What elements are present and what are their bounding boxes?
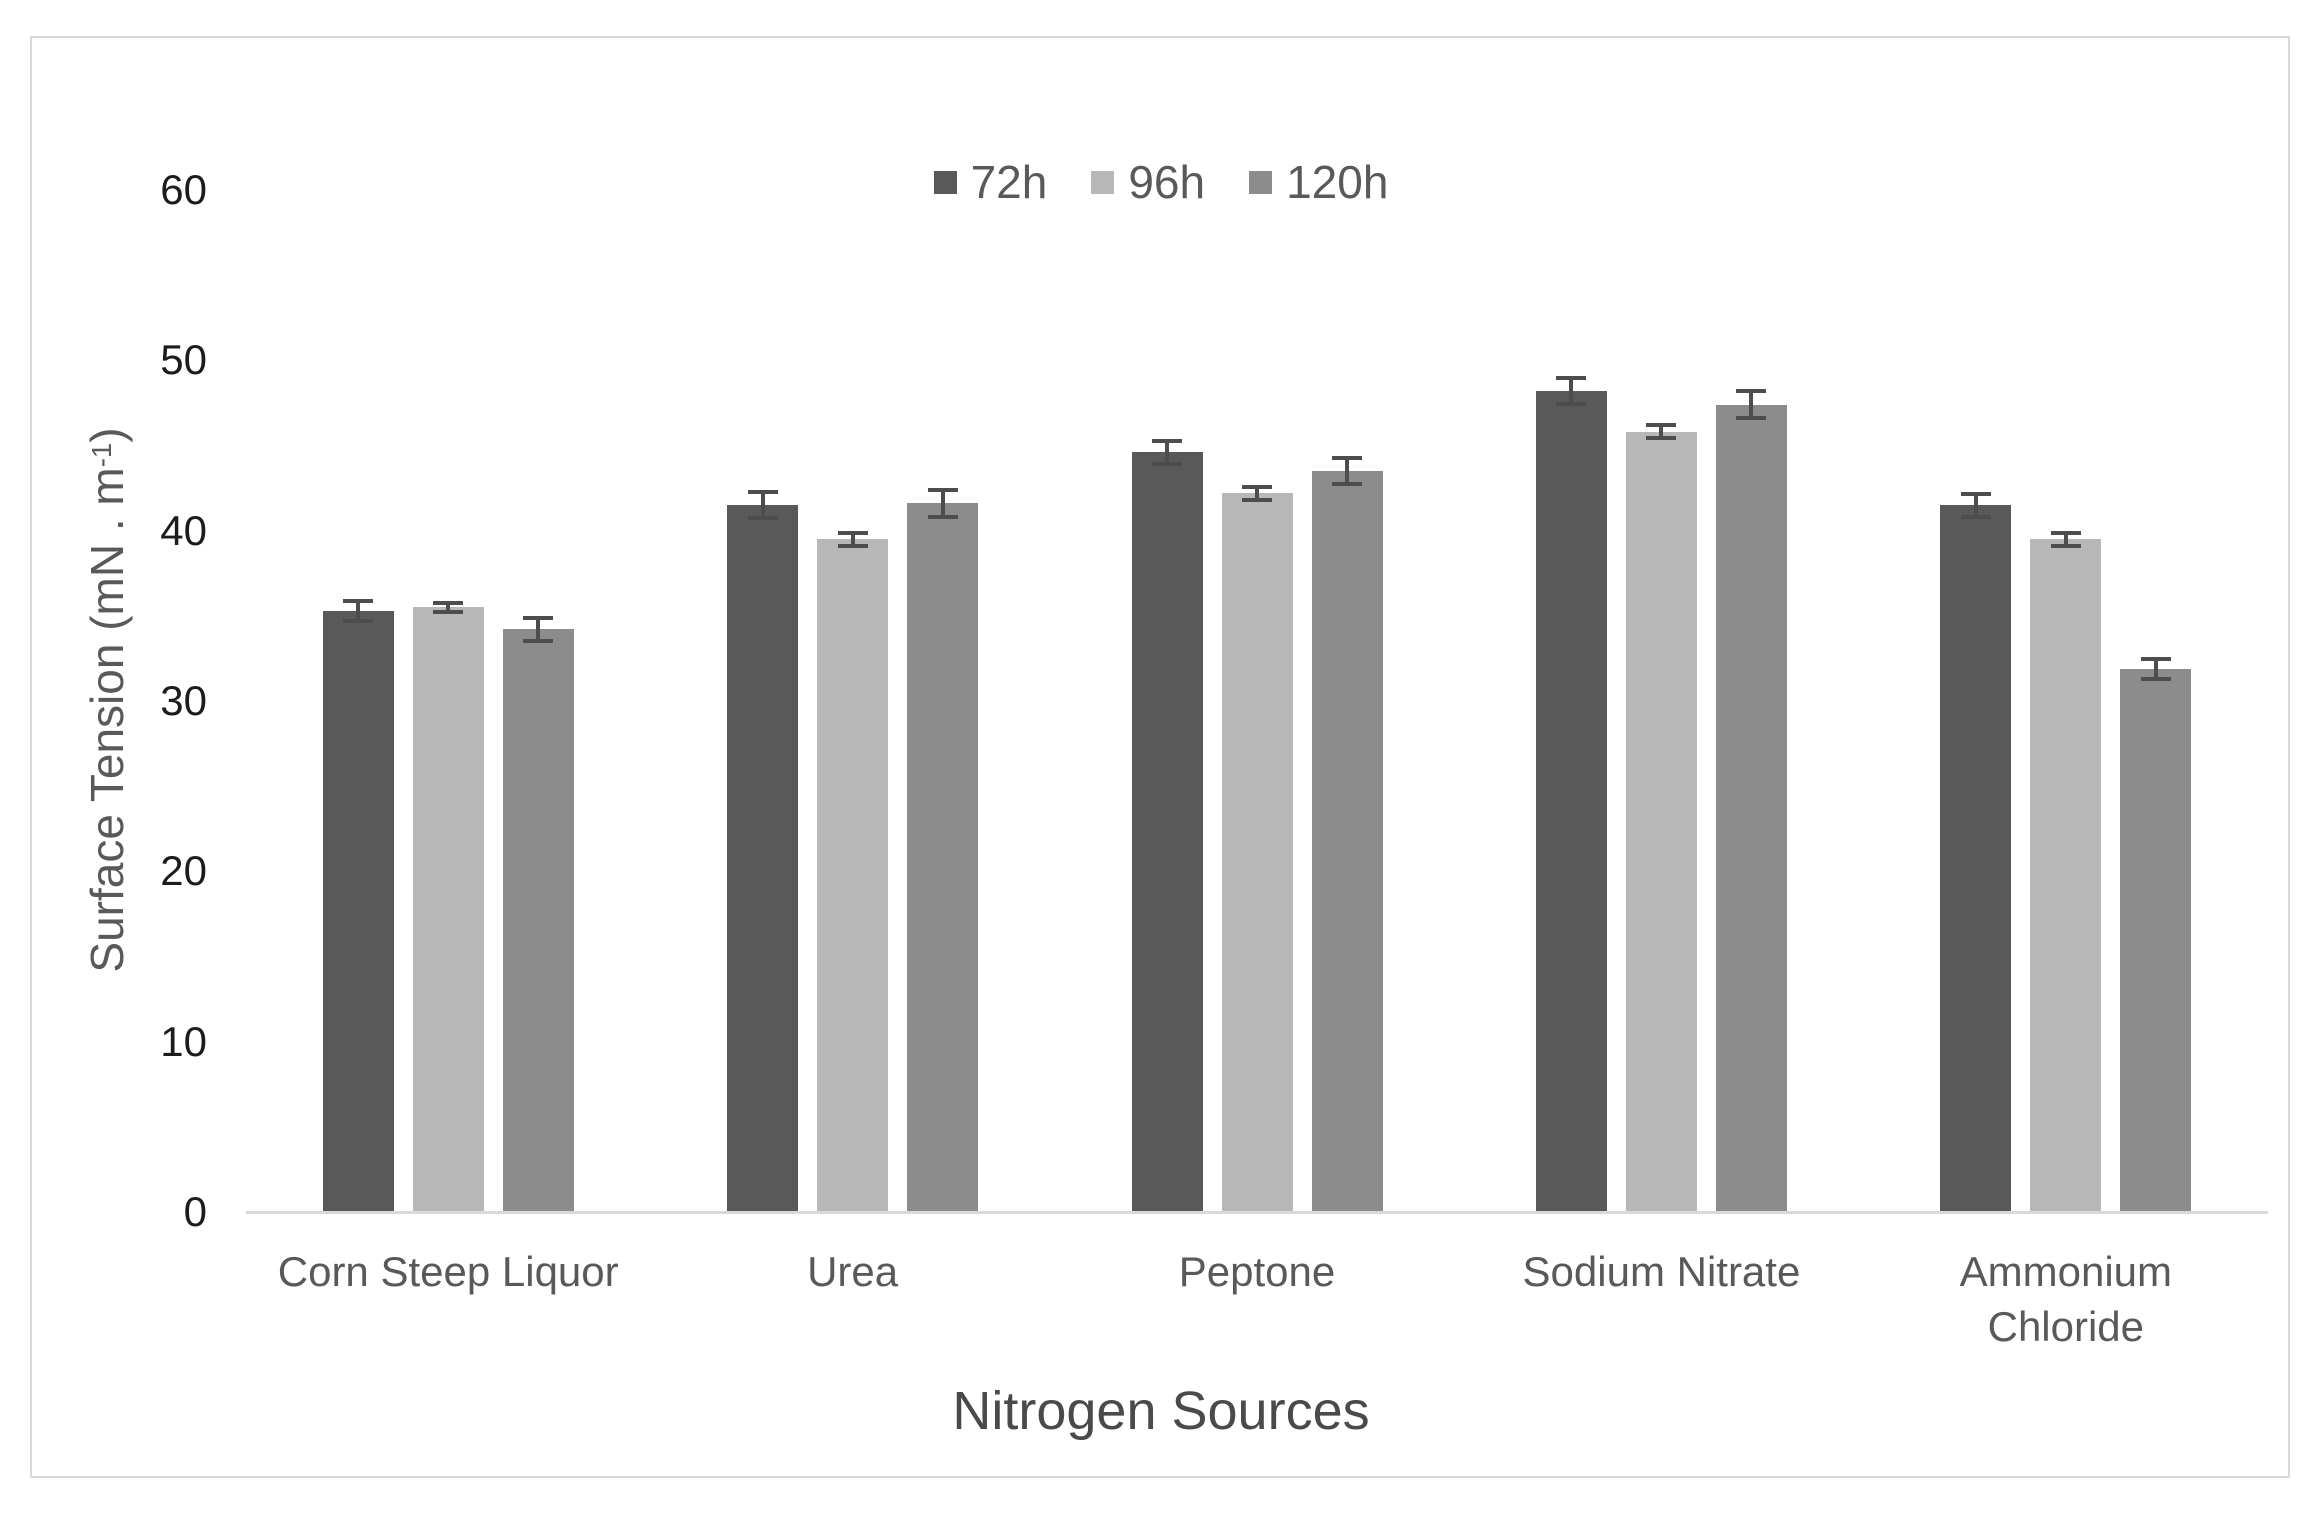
legend-item-96h: 96h	[1091, 159, 1205, 205]
bar-72h	[1131, 438, 1203, 1212]
y-tick-label: 30	[160, 677, 207, 724]
error-bar	[1152, 438, 1183, 466]
error-bar	[343, 598, 374, 623]
bar-120h	[502, 615, 574, 1212]
legend-item-72h: 72h	[933, 156, 1048, 208]
error-bar	[2050, 530, 2081, 548]
y-axis-title-superscript: -1	[85, 442, 117, 468]
error-bar	[433, 600, 464, 615]
bar-120h	[907, 488, 979, 1212]
bar-72h	[1940, 491, 2012, 1212]
category-label: Peptone	[1178, 1248, 1336, 1295]
y-tick-label: 0	[183, 1188, 207, 1235]
error-bar	[1332, 455, 1363, 487]
category-label: Corn Steep Liquor	[277, 1248, 619, 1295]
category-label: Urea	[807, 1248, 899, 1295]
x-axis-category-labels: Corn Steep Liquor Urea Peptone Sodium Ni…	[246, 1244, 2268, 1355]
error-bar	[523, 615, 554, 644]
bar-96h	[2030, 530, 2102, 1212]
bar-120h	[1715, 389, 1787, 1212]
bar-72h	[727, 489, 799, 1212]
y-tick-label: 20	[160, 847, 207, 895]
bar-120h	[2120, 656, 2192, 1212]
legend-swatch-72h	[933, 170, 957, 194]
legend-item-120h: 120h	[1249, 159, 1388, 205]
y-tick-label: 60	[160, 166, 207, 213]
plot-area	[246, 190, 2268, 1212]
y-tick-label: 50	[160, 336, 207, 384]
error-bar	[927, 488, 958, 519]
bar-groups	[246, 190, 2268, 1212]
legend-label: 120h	[1286, 156, 1389, 208]
bar-96h	[817, 530, 889, 1212]
bar-96h	[412, 600, 484, 1212]
bar-group	[1864, 190, 2268, 1212]
y-tick-label: 10	[160, 1017, 207, 1065]
category-label: Sodium Nitrate	[1522, 1248, 1801, 1295]
category-label: Ammonium Chloride	[1959, 1248, 2173, 1351]
bar-group	[1459, 190, 1863, 1212]
x-axis-title: Nitrogen Sources	[952, 1381, 1370, 1441]
bar-group	[246, 190, 650, 1212]
error-bar	[747, 489, 778, 521]
legend-swatch-96h	[1091, 170, 1115, 194]
legend: 72h 96h 120h	[30, 150, 2292, 214]
legend-swatch-120h	[1249, 170, 1273, 194]
x-axis-line	[246, 1211, 2268, 1214]
bar-group	[650, 190, 1054, 1212]
error-bar	[1242, 484, 1273, 502]
error-bar	[1960, 491, 1991, 519]
legend-label: 96h	[1128, 156, 1206, 208]
error-bar	[1556, 375, 1587, 407]
error-bar	[837, 530, 868, 548]
error-bar	[1736, 389, 1767, 420]
error-bar	[1646, 423, 1677, 441]
bar-120h	[1311, 455, 1383, 1212]
bar-96h	[1625, 423, 1697, 1212]
bar-96h	[1221, 484, 1293, 1212]
bar-72h	[1535, 375, 1607, 1212]
y-tick-label: 40	[160, 506, 207, 554]
error-bar	[2140, 656, 2171, 681]
bar-72h	[322, 598, 394, 1212]
y-axis-title-suffix: )	[81, 427, 133, 443]
legend-label: 72h	[970, 156, 1048, 208]
bar-group	[1055, 190, 1459, 1212]
